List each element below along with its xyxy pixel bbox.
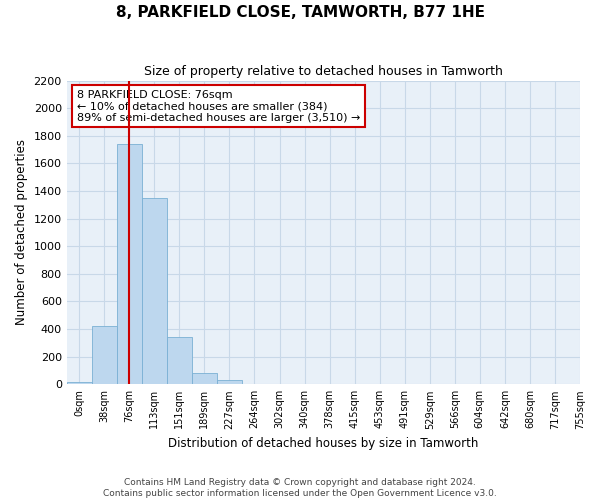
- Y-axis label: Number of detached properties: Number of detached properties: [15, 140, 28, 326]
- X-axis label: Distribution of detached houses by size in Tamworth: Distribution of detached houses by size …: [168, 437, 479, 450]
- Text: 8, PARKFIELD CLOSE, TAMWORTH, B77 1HE: 8, PARKFIELD CLOSE, TAMWORTH, B77 1HE: [115, 5, 485, 20]
- Bar: [142, 198, 167, 384]
- Bar: [92, 326, 117, 384]
- Bar: [117, 144, 142, 384]
- Text: Contains HM Land Registry data © Crown copyright and database right 2024.
Contai: Contains HM Land Registry data © Crown c…: [103, 478, 497, 498]
- Title: Size of property relative to detached houses in Tamworth: Size of property relative to detached ho…: [144, 65, 503, 78]
- Bar: [67, 382, 92, 384]
- Bar: [167, 338, 192, 384]
- Bar: [217, 380, 242, 384]
- Bar: [192, 374, 217, 384]
- Text: 8 PARKFIELD CLOSE: 76sqm
← 10% of detached houses are smaller (384)
89% of semi-: 8 PARKFIELD CLOSE: 76sqm ← 10% of detach…: [77, 90, 361, 123]
